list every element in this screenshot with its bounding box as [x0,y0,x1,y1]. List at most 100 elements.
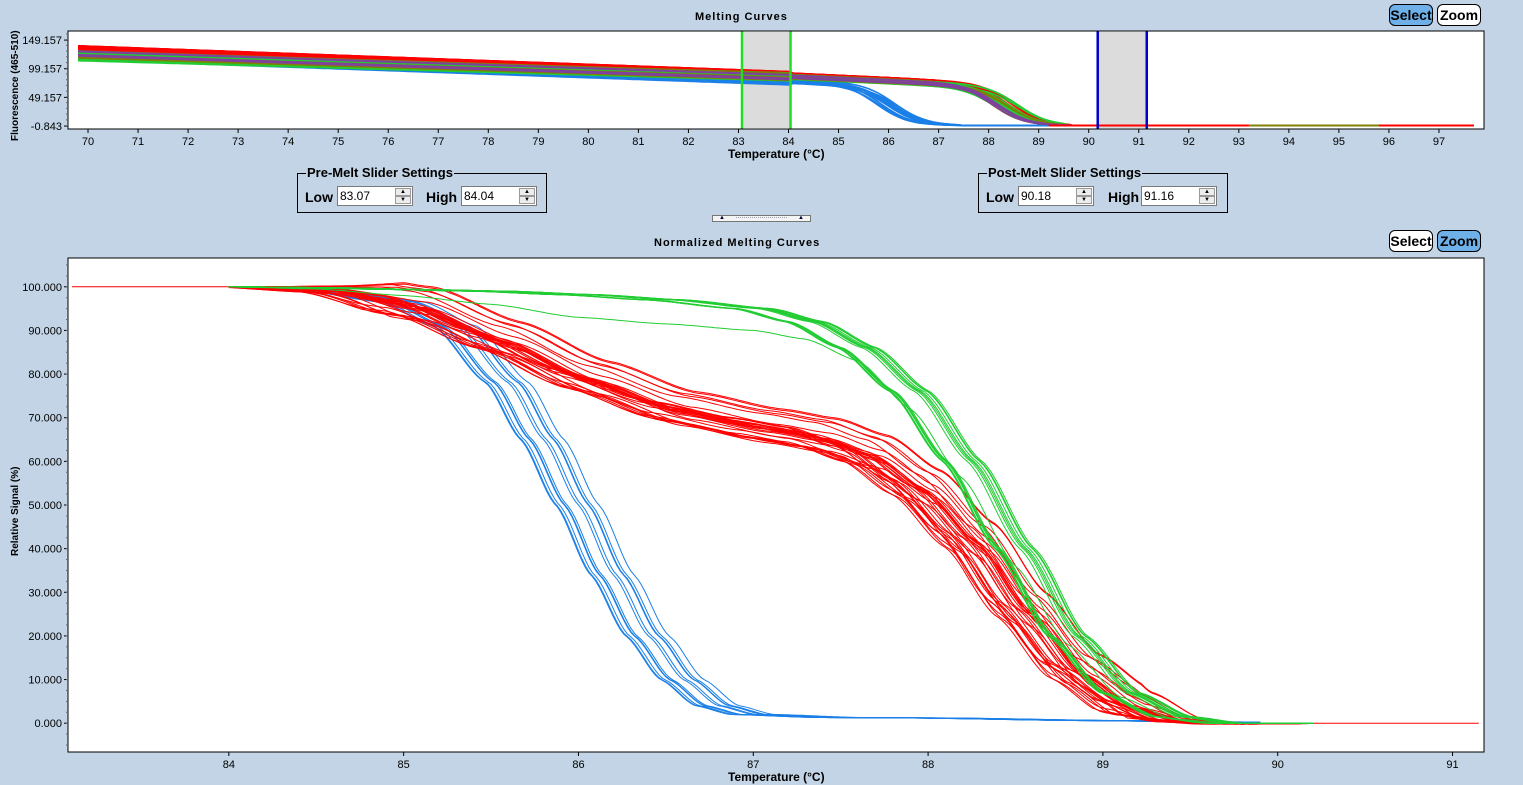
normalized-curve-green [228,286,1313,724]
pre-melt-high-label: High [426,189,458,205]
top-melting-chart[interactable]: 70 71 72 73 74 75 76 77 78 79 80 81 82 83 84 85 86 87 88 89… [0,0,1523,160]
top-x-tick-label: 89 [1033,136,1045,148]
normalized-curve-red [228,286,1313,725]
bottom-y-tick-label: 30.000 [28,587,62,599]
normalized-curve-green [228,286,1313,724]
bottom-x-tick-label: 84 [223,759,235,771]
normalized-curve-red [228,286,1313,725]
bottom-y-tick-label: 70.000 [28,413,62,425]
normalized-curve-red [228,286,1313,725]
bottom-x-tick-label: 85 [398,759,410,771]
normalized-curve-green [228,286,1313,724]
post-melt-settings-group: Post-Melt Slider Settings Low ▲ ▼ High ▲… [978,165,1228,213]
top-x-tick-label: 87 [932,136,944,148]
bottom-y-tick-label: 10.000 [28,675,62,687]
normalized-curve-blue [228,286,1261,723]
top-x-tick-label: 81 [632,136,644,148]
spin-up-icon[interactable]: ▲ [1076,188,1092,196]
top-x-tick-label: 83 [732,136,744,148]
bottom-select-button[interactable]: Select [1389,230,1433,252]
spin-up-icon[interactable]: ▲ [519,188,535,196]
bottom-chart-title: Normalized Melting Curves [654,237,821,249]
top-x-tick-label: 76 [382,136,394,148]
normalized-curve-green [228,286,1313,724]
normalized-curve-red [228,286,1313,725]
normalized-curve-red [228,286,1313,725]
top-x-tick-label: 80 [582,136,594,148]
top-x-tick-label: 93 [1233,136,1245,148]
post-melt-region [1097,32,1147,128]
bottom-y-tick-label: 100.000 [22,282,62,294]
top-x-tick-label: 79 [532,136,544,148]
normalized-curve-green [228,286,1313,724]
bottom-y-tick-label: 40.000 [28,544,62,556]
splitter-grip-icon: ▲ [719,215,725,221]
pre-melt-low-input[interactable] [338,187,394,205]
spin-down-icon[interactable]: ▼ [1199,196,1215,204]
normalized-curve-blue [228,286,1261,723]
normalized-curve-red [228,286,1313,725]
normalized-curve-green [228,286,1313,724]
normalized-curve-red [228,286,1313,725]
normalized-curve-red [228,286,1313,725]
normalized-curve-red [228,286,1313,725]
post-melt-high-input[interactable] [1142,187,1198,205]
normalized-curve-red [228,286,1313,725]
bottom-plot-border [67,257,1485,753]
pre-melt-high-input[interactable] [462,187,518,205]
bottom-x-tick-label: 89 [1097,759,1109,771]
top-x-tick-label: 82 [682,136,694,148]
normalized-curve-red [228,286,1313,725]
normalized-curve-blue [228,286,1261,723]
bottom-y-tick-label: 20.000 [28,631,62,643]
normalized-curve-red [228,286,1313,725]
bottom-zoom-button[interactable]: Zoom [1437,230,1481,252]
normalized-curve-red [228,286,1313,725]
pre-melt-low-label: Low [305,189,333,205]
normalized-curve-red [228,282,1313,725]
spin-up-icon[interactable]: ▲ [1199,188,1215,196]
pre-melt-high-spinner[interactable]: ▲ ▼ [461,186,537,206]
bottom-x-tick-label: 88 [922,759,934,771]
top-x-tick-label: 71 [132,136,144,148]
normalized-curve-blue [228,286,1261,723]
post-melt-low-label: Low [986,189,1014,205]
pre-melt-low-spinner[interactable]: ▲ ▼ [337,186,413,206]
normalized-curve-red [228,287,1313,725]
normalized-curve-green [228,286,1313,724]
post-melt-low-spinner[interactable]: ▲ ▼ [1018,186,1094,206]
top-select-button[interactable]: Select [1389,4,1433,26]
post-melt-low-input[interactable] [1019,187,1075,205]
normalized-curve-red [228,286,1313,725]
post-melt-legend: Post-Melt Slider Settings [987,165,1143,180]
normalized-curve-red [228,286,1313,725]
bottom-y-tick-label: 60.000 [28,456,62,468]
top-x-tick-label: 70 [82,136,94,148]
normalized-curve-red [228,283,1313,725]
spin-down-icon[interactable]: ▼ [1076,196,1092,204]
top-x-tick-label: 96 [1383,136,1395,148]
normalized-curve-green [228,286,1313,724]
normalized-curve-red [228,286,1313,725]
normalized-curve-green [228,286,1313,724]
normalized-curve-red [228,286,1313,725]
top-x-tick-label: 78 [482,136,494,148]
normalized-curve-blue [228,286,1261,723]
spin-down-icon[interactable]: ▼ [395,196,411,204]
normalized-curve-red [228,286,1313,725]
normalized-curve-green [228,286,1313,724]
top-x-tick-label: 94 [1283,136,1295,148]
bottom-x-axis-label: Temperature (°C) [728,770,825,784]
bottom-y-tick-label: 50.000 [28,500,62,512]
panel-splitter-handle[interactable]: ▲ ·························· ▲ [712,215,811,222]
normalized-curve-red [228,286,1313,725]
normalized-curve-green [228,286,1313,724]
top-y-tick-label: 49.157 [28,92,62,104]
normalized-curve-red [228,286,1313,725]
spin-up-icon[interactable]: ▲ [395,188,411,196]
spin-down-icon[interactable]: ▼ [519,196,535,204]
top-zoom-button[interactable]: Zoom [1437,4,1481,26]
top-y-tick-label: 99.157 [28,64,62,76]
post-melt-high-spinner[interactable]: ▲ ▼ [1141,186,1217,206]
normalized-curve-red [228,286,1313,725]
